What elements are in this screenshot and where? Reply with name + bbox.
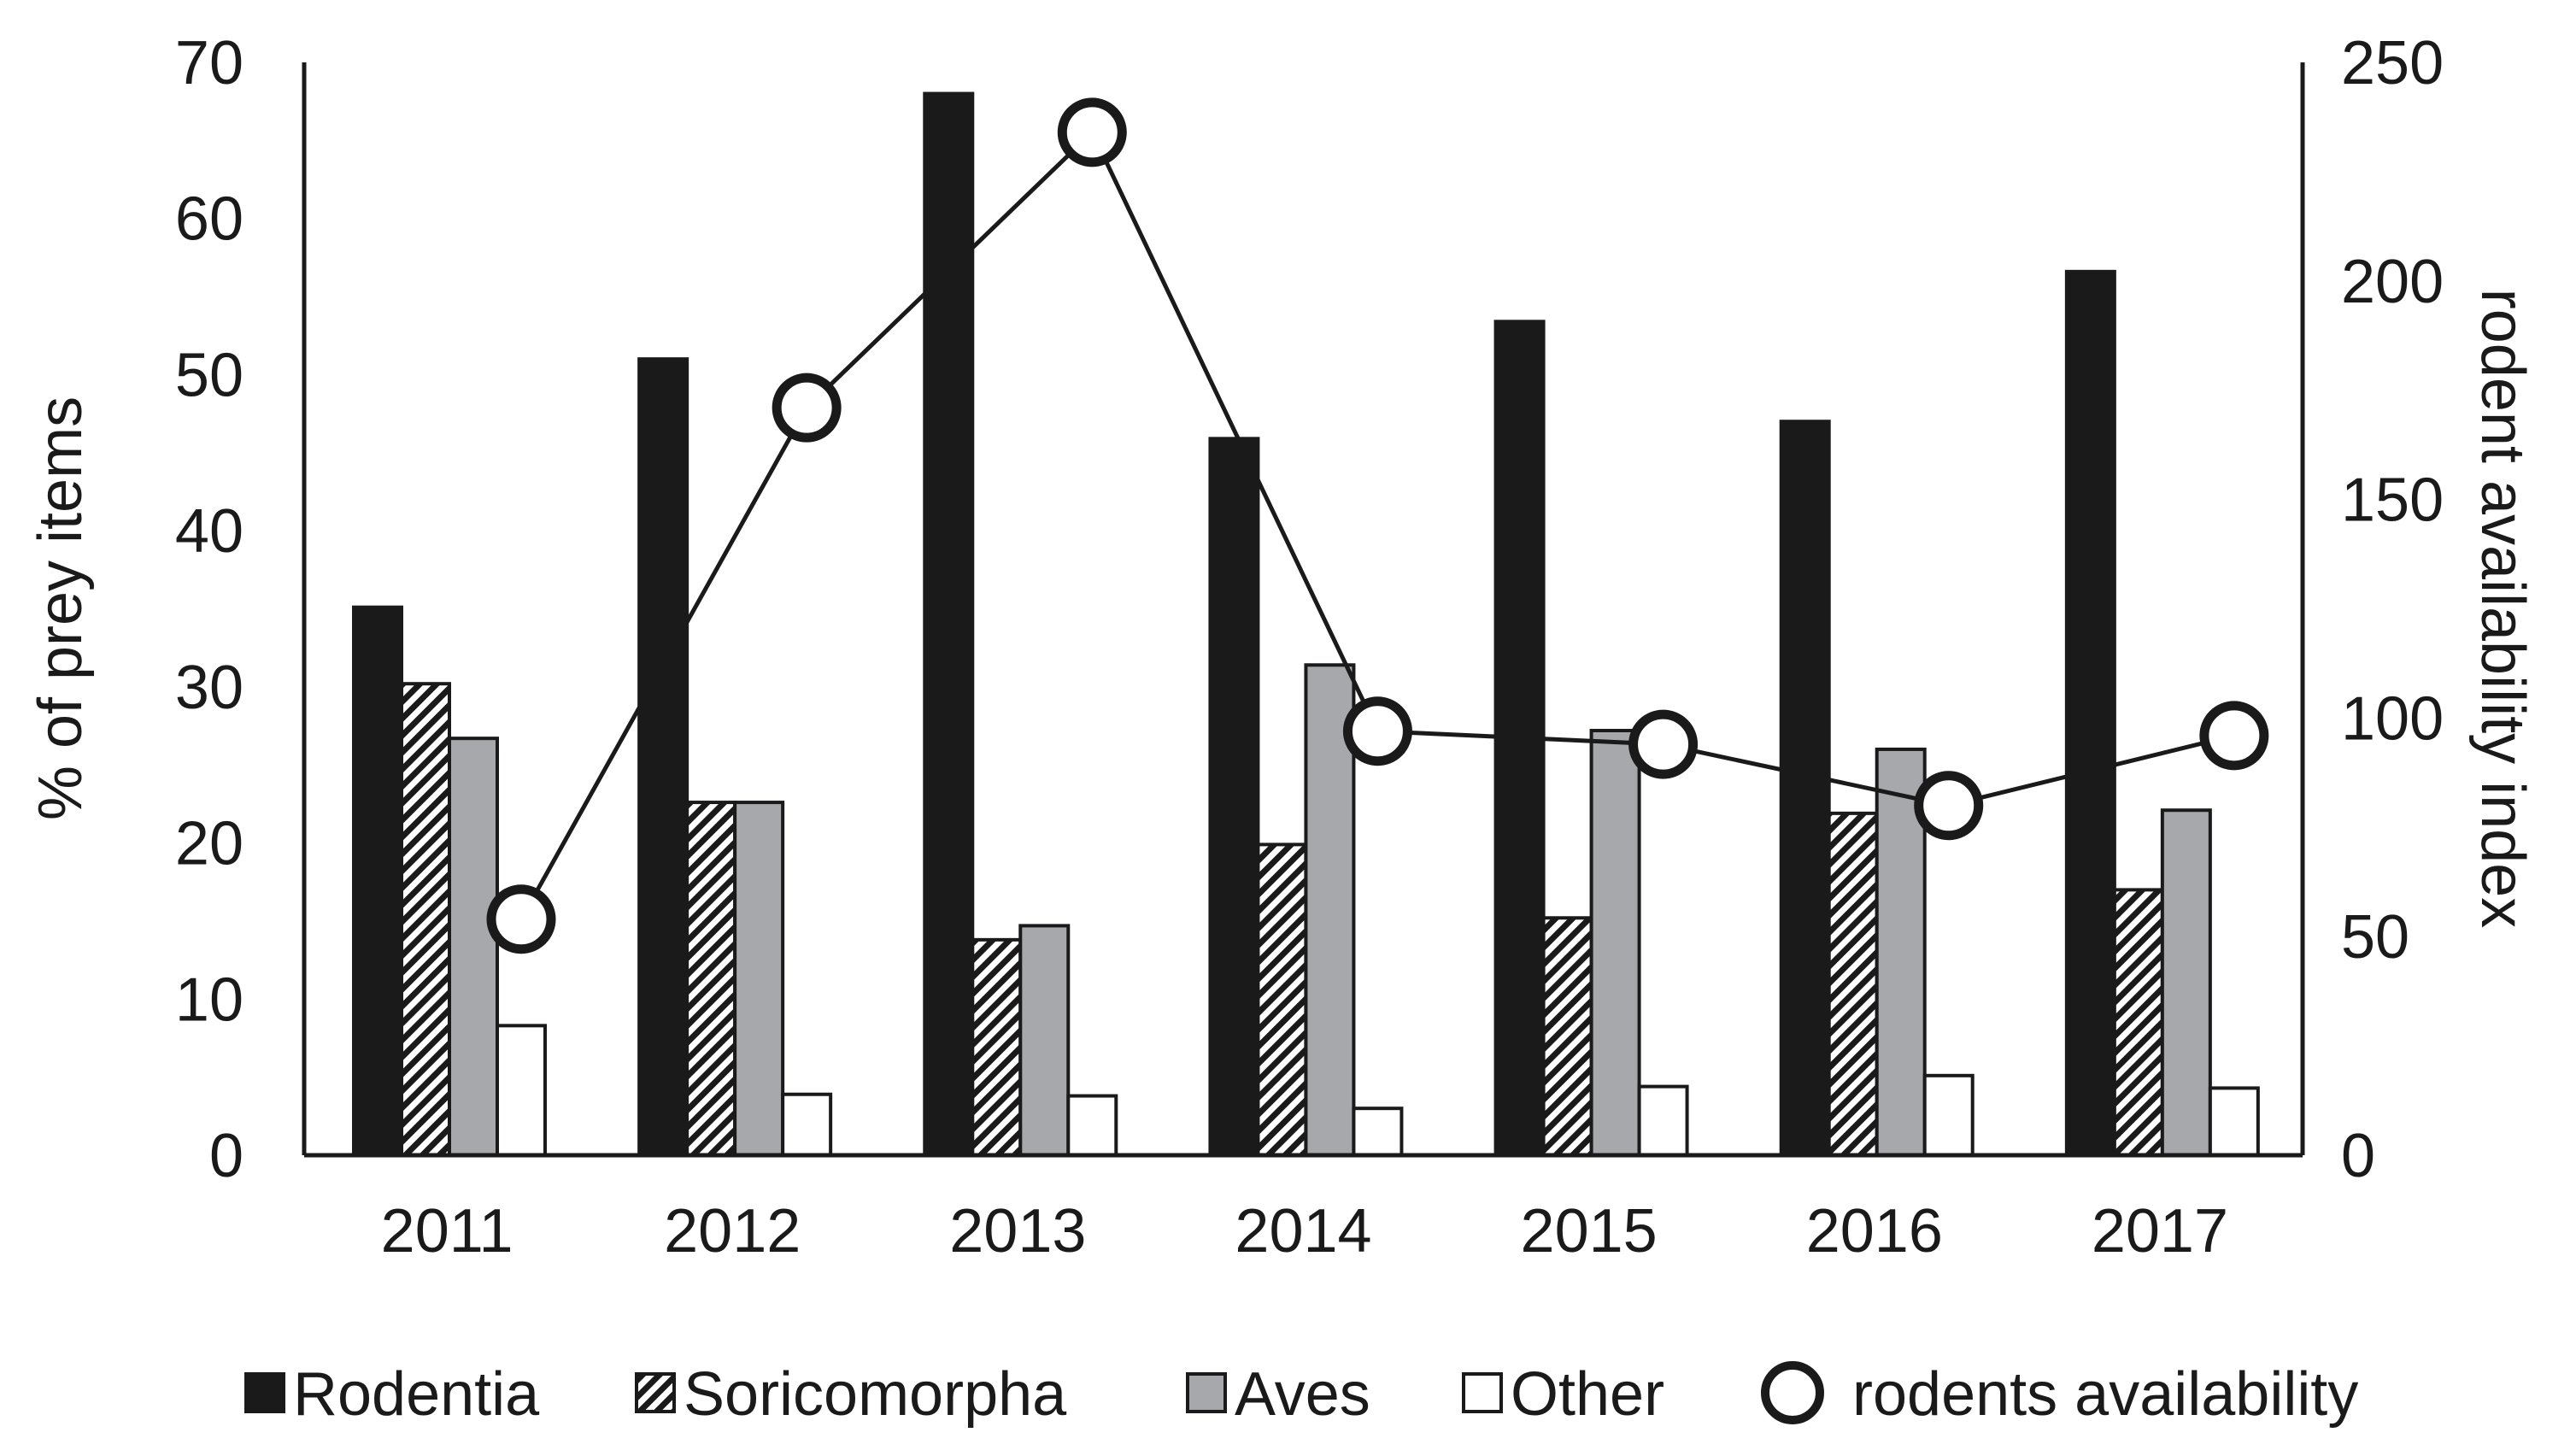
y2-tick-label: 200: [2341, 248, 2444, 316]
point-rodents-availability-2012: [772, 373, 842, 443]
legend-swatch-soricomorpha: [635, 1372, 676, 1413]
bar-other-2015: [1637, 1084, 1689, 1157]
y-tick-label: 30: [175, 654, 244, 722]
x-tick-label: 2017: [2092, 1197, 2228, 1265]
y-tick-label: 50: [175, 341, 244, 409]
bar-other-2017: [2208, 1086, 2260, 1158]
x-tick-label: 2012: [664, 1197, 801, 1265]
bar-aves-2011: [448, 737, 499, 1157]
legend-label-rodentia: Rodentia: [293, 1360, 540, 1429]
legend: Rodentia Soricomorpha Aves Other rodents ava…: [244, 1360, 2358, 1429]
bar-soricomorpha-2013: [971, 937, 1023, 1157]
y2-tick-label: 50: [2341, 903, 2409, 972]
bar-other-2014: [1352, 1107, 1404, 1157]
x-tick-label: 2016: [1806, 1197, 1943, 1265]
bars-layer: [352, 91, 2260, 1158]
bar-rodentia-2017: [2064, 269, 2116, 1157]
bar-rodentia-2014: [1208, 437, 1260, 1157]
point-rodents-availability-2014: [1342, 696, 1412, 766]
point-rodents-availability-2011: [486, 884, 556, 954]
bar-soricomorpha-2016: [1827, 811, 1879, 1157]
y-tick-label: 10: [175, 966, 244, 1034]
line-layer: [486, 97, 2269, 954]
y-tick-label: 0: [209, 1122, 244, 1190]
point-rodents-availability-2013: [1057, 97, 1127, 167]
y2-tick-label: 150: [2341, 467, 2444, 535]
legend-marker-rodents-availability: [1761, 1361, 1824, 1424]
legend-label-other: Other: [1511, 1360, 1664, 1429]
legend-item-aves: Aves: [1186, 1360, 1370, 1429]
legend-swatch-other: [1462, 1372, 1503, 1413]
bar-aves-2013: [1018, 924, 1071, 1158]
y2-tick-label: 100: [2341, 684, 2444, 753]
left-y-axis-title: % of prey items: [26, 396, 95, 820]
legend-swatch-aves: [1186, 1372, 1227, 1413]
bar-aves-2017: [2160, 808, 2212, 1157]
bar-other-2011: [496, 1024, 547, 1158]
bar-other-2016: [1922, 1073, 1975, 1157]
right-y-axis-title: rodent availability index: [2468, 289, 2537, 928]
bar-soricomorpha-2012: [685, 801, 737, 1158]
bar-soricomorpha-2015: [1541, 916, 1593, 1157]
point-rodents-availability-2015: [1628, 709, 1699, 779]
x-tick-label: 2014: [1235, 1197, 1371, 1265]
legend-swatch-rodentia: [244, 1372, 285, 1413]
right-y-tick-labels: 0 50 100 150 200 250: [2341, 29, 2444, 1190]
y-tick-label: 70: [175, 29, 244, 97]
bar-other-2012: [781, 1092, 833, 1158]
legend-label-rodents-availability: rodents availability: [1852, 1360, 2358, 1429]
y2-tick-label: 250: [2341, 29, 2444, 97]
bar-rodentia-2012: [637, 357, 689, 1157]
point-rodents-availability-2016: [1914, 771, 1984, 841]
legend-item-rodents-availability: rodents availability: [1761, 1360, 2358, 1429]
y-tick-label: 20: [175, 810, 244, 878]
point-rodents-availability-2017: [2199, 701, 2269, 771]
bar-soricomorpha-2017: [2112, 888, 2164, 1158]
bar-rodentia-2011: [352, 605, 403, 1157]
y2-tick-label: 0: [2341, 1122, 2375, 1190]
legend-item-other: Other: [1462, 1360, 1664, 1429]
x-tick-label: 2015: [1521, 1197, 1658, 1265]
x-tick-label: 2011: [381, 1197, 513, 1265]
bar-soricomorpha-2011: [400, 682, 451, 1157]
legend-label-aves: Aves: [1235, 1360, 1370, 1429]
x-tick-label: 2013: [949, 1197, 1086, 1265]
left-y-tick-labels: 0 10 20 30 40 50 60 70: [175, 29, 244, 1190]
bar-rodentia-2016: [1779, 420, 1831, 1157]
bar-other-2013: [1066, 1094, 1118, 1158]
legend-label-soricomorpha: Soricomorpha: [684, 1360, 1067, 1429]
bar-aves-2012: [733, 801, 785, 1158]
y-tick-label: 40: [175, 497, 244, 566]
x-tick-labels: 2011 2012 2013 2014 2015 2016 2017: [381, 1197, 2228, 1265]
legend-item-soricomorpha: Soricomorpha: [635, 1360, 1067, 1429]
y-tick-label: 60: [175, 185, 244, 254]
bar-aves-2015: [1589, 729, 1641, 1157]
bar-soricomorpha-2014: [1256, 842, 1308, 1157]
legend-item-rodentia: Rodentia: [244, 1360, 540, 1429]
